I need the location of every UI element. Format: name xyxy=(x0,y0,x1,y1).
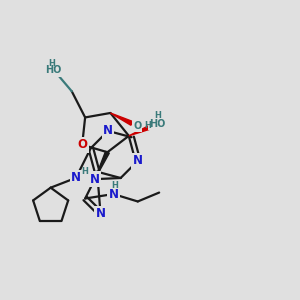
Text: N: N xyxy=(90,172,100,186)
Text: N: N xyxy=(133,154,143,167)
Text: H: H xyxy=(154,111,161,120)
Text: N: N xyxy=(96,207,106,220)
Text: N: N xyxy=(103,124,113,137)
Text: N: N xyxy=(71,171,81,184)
Polygon shape xyxy=(129,124,153,136)
Polygon shape xyxy=(110,113,133,125)
Text: O: O xyxy=(133,121,141,131)
Polygon shape xyxy=(95,151,109,179)
Text: H: H xyxy=(111,181,118,190)
Text: HO: HO xyxy=(149,119,166,129)
Text: H: H xyxy=(145,121,152,130)
Text: N: N xyxy=(108,188,118,200)
Text: HO: HO xyxy=(45,65,61,76)
Text: H: H xyxy=(48,59,55,68)
Text: H: H xyxy=(81,167,88,176)
Text: O: O xyxy=(77,138,87,151)
